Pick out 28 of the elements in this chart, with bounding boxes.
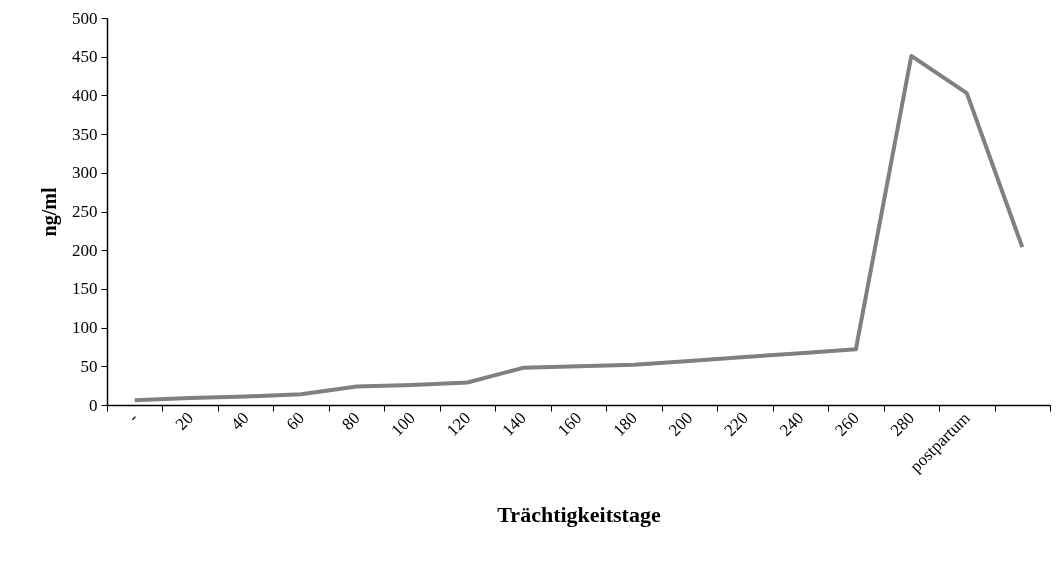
y-tick-label: 400 <box>72 85 98 105</box>
x-tick-label: 140 <box>498 408 530 440</box>
y-tick-label: 0 <box>89 395 98 415</box>
y-tick-label: 50 <box>80 356 98 376</box>
y-tick-label: 450 <box>72 47 98 67</box>
x-tick-label: 220 <box>720 408 752 440</box>
y-tick-label: 250 <box>72 202 98 221</box>
x-tick-label: 120 <box>442 408 475 440</box>
x-tick-label: 160 <box>553 408 586 440</box>
x-tick-label: 240 <box>775 408 808 440</box>
y-tick-label: 350 <box>72 124 98 144</box>
x-tick-label: 80 <box>338 408 364 434</box>
x-tick-label: 180 <box>609 408 641 440</box>
line-series <box>132 53 1025 403</box>
x-tick-label: - <box>124 408 142 426</box>
y-tick-label: 100 <box>72 318 98 338</box>
y-axis-title: ng/ml <box>38 187 61 237</box>
y-tick-label: 200 <box>72 240 98 260</box>
y-tick-label: 500 <box>72 8 98 28</box>
y-tick-label: 150 <box>72 279 98 299</box>
y-tick-label: 300 <box>72 163 98 183</box>
x-tick-label: 60 <box>282 408 309 434</box>
x-tick-label: 100 <box>387 408 419 440</box>
x-tick-label: 40 <box>227 408 253 434</box>
x-tick-label: 260 <box>831 408 863 440</box>
x-tick-label: 20 <box>171 408 198 434</box>
x-tick-label: 200 <box>664 408 697 440</box>
x-axis-title: Trächtigkeitstage <box>497 502 661 528</box>
